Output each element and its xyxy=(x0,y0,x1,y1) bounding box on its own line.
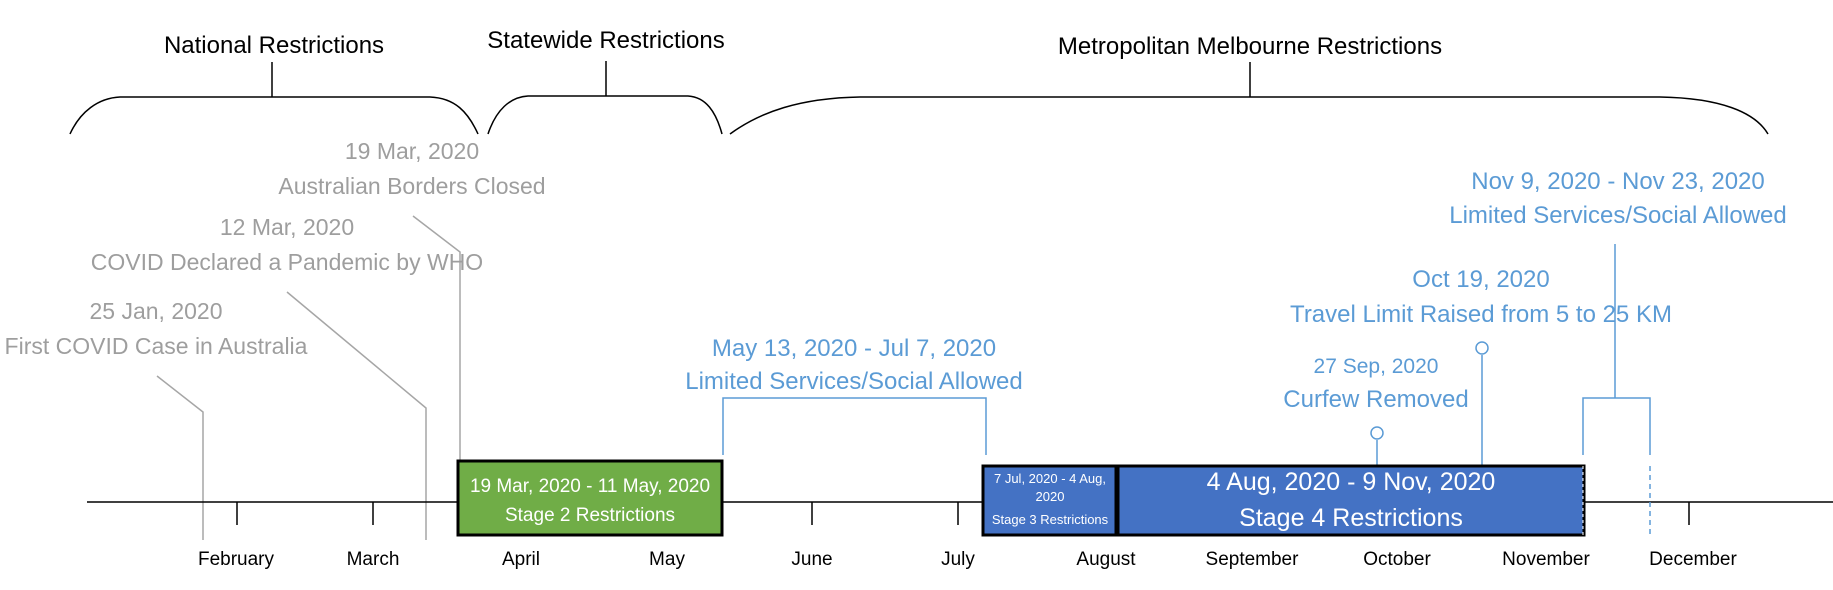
metro-melbourne-restrictions-title: Metropolitan Melbourne Restrictions xyxy=(1058,33,1442,60)
stage3-bar xyxy=(981,464,1118,537)
first-case-date: 25 Jan, 2020 xyxy=(89,298,222,324)
limited-may-label: Limited Services/Social Allowed xyxy=(685,368,1023,395)
month-label: July xyxy=(941,549,975,570)
limited-may-bracket xyxy=(722,397,987,455)
limited-nov-date: Nov 9, 2020 - Nov 23, 2020 xyxy=(1471,168,1765,195)
curfew-label: Curfew Removed xyxy=(1283,386,1468,413)
pandemic-connector xyxy=(286,291,427,540)
stage4-bar xyxy=(1116,464,1586,537)
travel-date: Oct 19, 2020 xyxy=(1412,266,1549,293)
month-label: April xyxy=(502,549,540,570)
month-label: October xyxy=(1363,549,1431,570)
limited-may-date: May 13, 2020 - Jul 7, 2020 xyxy=(712,335,996,362)
brace-national xyxy=(69,62,479,135)
stage4-label: Stage 4 Restrictions xyxy=(1239,504,1463,532)
first-case-connector xyxy=(156,375,204,540)
month-labels: February March April May June July Augus… xyxy=(198,549,1738,570)
travel-label: Travel Limit Raised from 5 to 25 KM xyxy=(1290,301,1672,328)
borders-label: Australian Borders Closed xyxy=(278,173,545,199)
month-label: November xyxy=(1502,549,1590,570)
curfew-marker xyxy=(1370,426,1384,440)
grey-connectors xyxy=(156,215,461,540)
month-label: August xyxy=(1076,549,1136,570)
brace-statewide xyxy=(487,61,723,135)
pandemic-date: 12 Mar, 2020 xyxy=(220,214,354,240)
stage2-dates: 19 Mar, 2020 - 11 May, 2020 xyxy=(470,476,710,497)
month-label: March xyxy=(347,549,400,570)
statewide-restrictions-title: Statewide Restrictions xyxy=(487,27,724,54)
curfew-date: 27 Sep, 2020 xyxy=(1314,355,1439,378)
month-label: September xyxy=(1206,549,1300,570)
month-label: June xyxy=(791,549,832,570)
first-case-label: First COVID Case in Australia xyxy=(5,333,308,359)
stage2-bar xyxy=(456,459,724,537)
month-label: May xyxy=(649,549,685,570)
limited-nov-bracket xyxy=(1582,244,1651,455)
limited-nov-label: Limited Services/Social Allowed xyxy=(1449,202,1787,229)
stage4-dates: 4 Aug, 2020 - 9 Nov, 2020 xyxy=(1207,468,1496,496)
stage3-dates-line1: 7 Jul, 2020 - 4 Aug, xyxy=(994,471,1106,486)
month-label: February xyxy=(198,549,275,570)
stage3-dates-line2: 2020 xyxy=(1036,489,1065,504)
pandemic-label: COVID Declared a Pandemic by WHO xyxy=(91,249,483,275)
stage2-label: Stage 2 Restrictions xyxy=(505,505,675,526)
travel-marker xyxy=(1475,341,1489,355)
month-label: December xyxy=(1649,549,1737,570)
brace-metro xyxy=(729,62,1769,135)
borders-date: 19 Mar, 2020 xyxy=(345,138,479,164)
borders-connector xyxy=(412,215,461,500)
national-restrictions-title: National Restrictions xyxy=(164,32,384,59)
stage3-label: Stage 3 Restrictions xyxy=(992,512,1109,527)
axis-ticks xyxy=(236,502,1690,525)
